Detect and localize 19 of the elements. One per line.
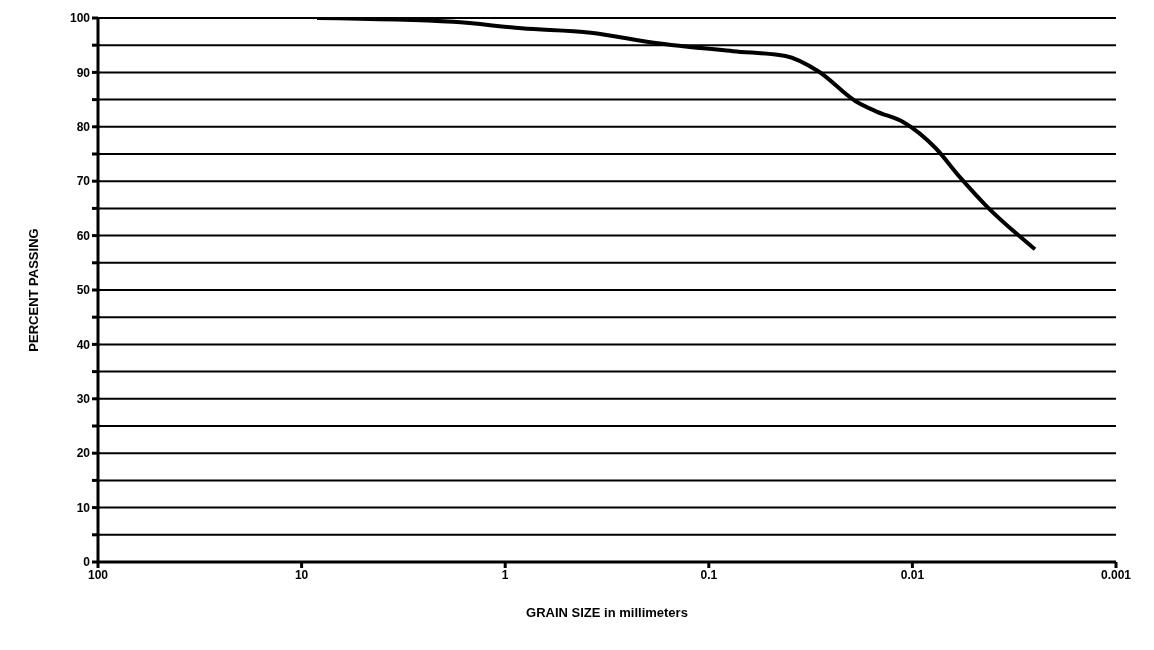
y-tick-label: 50 — [76, 283, 91, 298]
x-tick-label: 1 — [501, 567, 509, 582]
x-tick-label: 0.001 — [1100, 567, 1132, 582]
x-tick-label: 0.1 — [700, 567, 718, 582]
y-tick-label: 80 — [76, 120, 91, 135]
y-tick-label: 90 — [76, 65, 91, 80]
x-tick-label: 100 — [87, 567, 109, 582]
x-tick-label: 10 — [294, 567, 309, 582]
y-tick-label: 30 — [76, 392, 91, 407]
x-tick-label: 0.01 — [900, 567, 925, 582]
y-tick-label: 70 — [76, 174, 91, 189]
x-axis-title: GRAIN SIZE in millimeters — [526, 605, 688, 620]
y-tick-label: 40 — [76, 337, 91, 352]
y-tick-label: 60 — [76, 228, 91, 243]
y-axis-title: PERCENT PASSING — [25, 228, 41, 352]
y-tick-label: 100 — [69, 11, 91, 26]
y-tick-label: 10 — [76, 500, 91, 515]
y-tick-label: 20 — [76, 446, 91, 461]
y-tick-label: 0 — [83, 555, 91, 570]
